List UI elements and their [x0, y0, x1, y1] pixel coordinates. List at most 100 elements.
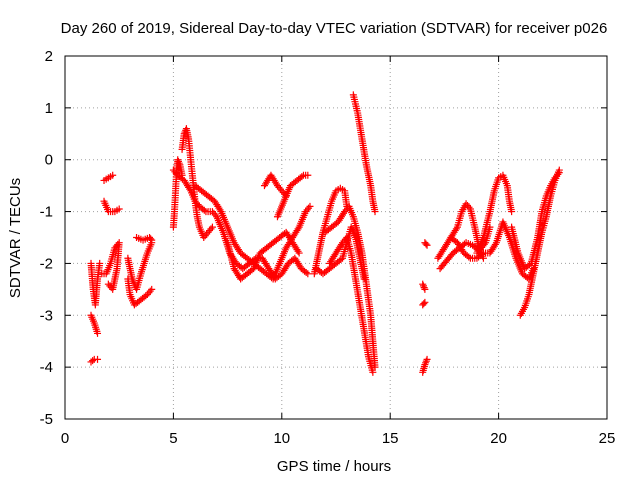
data-series [100, 197, 123, 216]
data-series [421, 239, 431, 249]
x-axis-label: GPS time / hours [277, 458, 391, 475]
chart-title: Day 260 of 2019, Sidereal Day-to-day VTE… [61, 20, 608, 37]
data-series [178, 125, 216, 241]
data-point [172, 170, 180, 178]
x-tick-label: 5 [169, 430, 177, 447]
data-series [224, 228, 303, 283]
plot-frame [64, 55, 608, 420]
data-point [211, 211, 219, 219]
y-axis-label: SDTVAR / TECUs [7, 178, 24, 298]
data-point [142, 292, 150, 300]
data-point [508, 208, 516, 216]
data-point [106, 282, 114, 290]
data-point [94, 355, 102, 363]
data-series [169, 156, 186, 231]
y-tick-label: -3 [40, 307, 53, 324]
data-point [452, 225, 460, 233]
data-point [421, 285, 429, 293]
data-point [465, 203, 473, 211]
data-point [419, 280, 427, 288]
data-point [148, 236, 156, 244]
y-tick-label: -1 [40, 204, 53, 221]
data-point [109, 171, 117, 179]
data-series [87, 259, 104, 309]
data-point [369, 368, 377, 376]
data-points [87, 91, 563, 376]
data-point [423, 355, 431, 363]
data-point [282, 192, 290, 200]
data-point [94, 329, 102, 337]
data-point [337, 256, 345, 264]
data-point [89, 357, 97, 365]
x-tick-label: 0 [61, 430, 69, 447]
data-series [419, 355, 431, 376]
data-point [421, 361, 429, 369]
data-point [208, 223, 216, 231]
data-point [281, 190, 289, 198]
data-series [87, 355, 102, 366]
data-point [422, 240, 430, 248]
data-point [419, 282, 427, 290]
data-point [305, 204, 313, 212]
data-series [473, 171, 516, 257]
data-series [133, 234, 156, 244]
data-point [306, 202, 314, 210]
data-series [419, 280, 429, 293]
y-tick-label: -5 [40, 411, 53, 428]
data-series [260, 171, 290, 200]
data-series [349, 91, 379, 216]
data-point [491, 240, 499, 248]
data-point [294, 225, 302, 233]
data-point [422, 359, 430, 367]
data-point [294, 247, 302, 255]
data-point [146, 287, 154, 295]
data-point [304, 270, 312, 278]
data-series [124, 275, 156, 309]
data-series [516, 166, 563, 319]
y-tick-label: 2 [45, 48, 53, 65]
data-point [174, 156, 182, 164]
data-point [302, 269, 310, 277]
data-point [207, 225, 215, 233]
data-series [325, 234, 377, 376]
data-point [555, 166, 563, 174]
x-tick-label: 25 [599, 430, 616, 447]
data-series [100, 171, 117, 184]
data-series [273, 171, 312, 221]
y-tick-label: 1 [45, 100, 53, 117]
data-point [194, 201, 202, 209]
x-tick-label: 10 [273, 430, 290, 447]
y-tick-label: -2 [40, 255, 53, 272]
data-point [371, 208, 379, 216]
data-point [96, 259, 104, 267]
data-point [420, 300, 428, 308]
data-point [423, 241, 431, 249]
data-point [115, 205, 123, 213]
axes: 0 5 10 15 20 25 -5 -4 -3 -2 -1 0 1 2 [40, 48, 616, 447]
x-tick-label: 15 [382, 430, 399, 447]
data-point [420, 284, 428, 292]
data-series [447, 218, 537, 283]
y-tick-label: 0 [45, 152, 53, 169]
data-point [200, 206, 208, 214]
data-point [421, 298, 429, 306]
data-point [186, 185, 194, 193]
data-point [175, 159, 183, 167]
data-point [298, 173, 306, 181]
data-series [87, 311, 102, 337]
data-series [124, 239, 156, 293]
data-point [104, 280, 112, 288]
data-point [465, 253, 473, 261]
data-point [148, 285, 156, 293]
grid-lines [65, 56, 607, 419]
data-point [216, 206, 224, 214]
data-series [419, 298, 429, 309]
data-point [478, 250, 486, 258]
data-point [295, 249, 303, 257]
y-tick-label: -4 [40, 359, 53, 376]
data-point [174, 157, 182, 165]
data-point [147, 235, 155, 243]
data-series [321, 202, 379, 371]
data-point [422, 357, 430, 365]
